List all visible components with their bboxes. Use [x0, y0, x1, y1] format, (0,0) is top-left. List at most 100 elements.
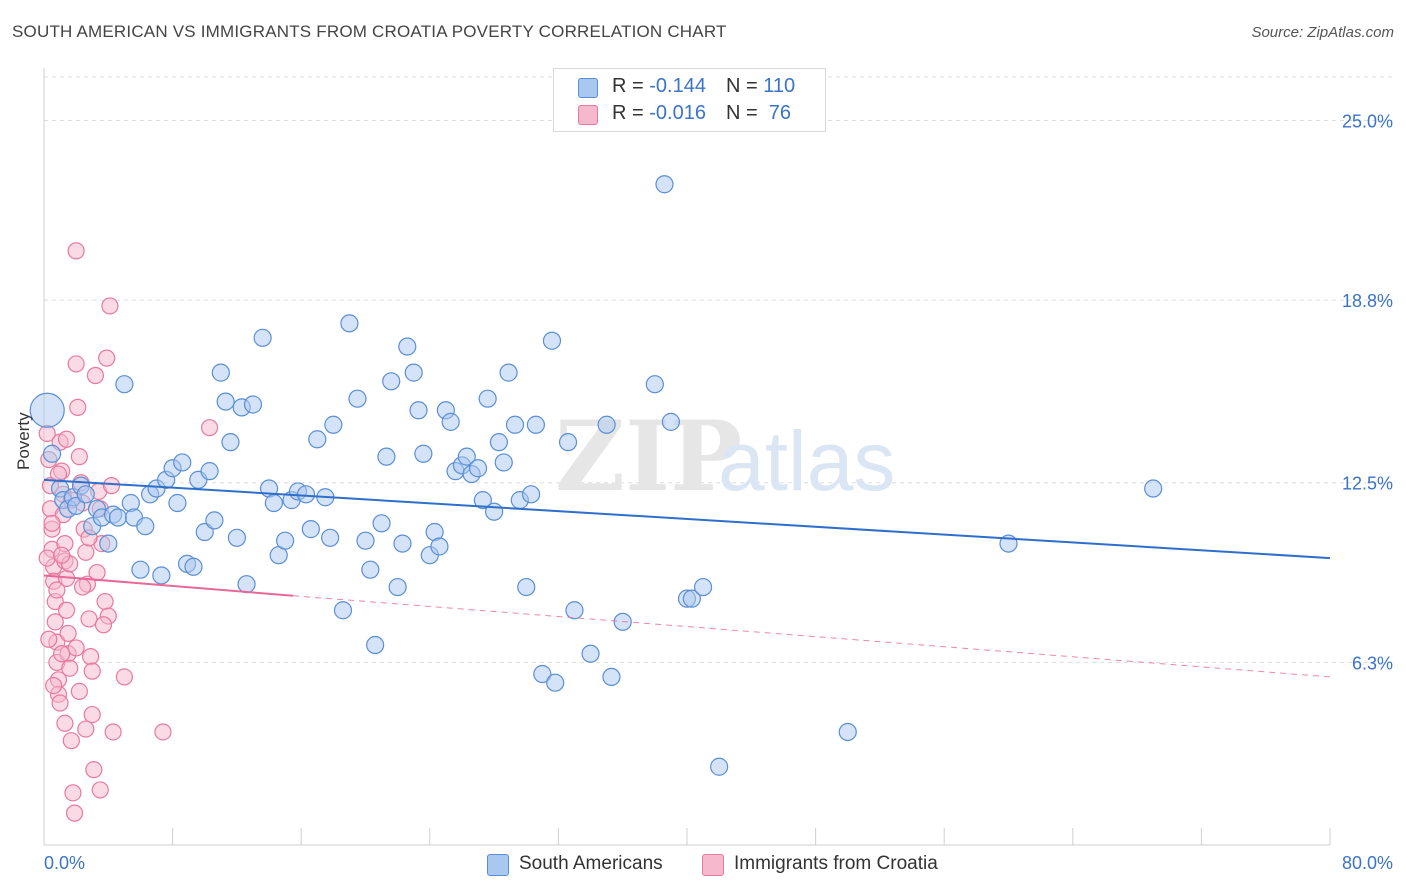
- south-american-point: [409, 401, 428, 420]
- y-tick-label: 6.3%: [1352, 653, 1393, 673]
- south-american-point: [99, 534, 118, 553]
- south-american-point: [42, 444, 62, 463]
- south-american-point: [115, 375, 134, 394]
- croatia-point: [70, 448, 88, 466]
- south-american-point: [1144, 479, 1163, 498]
- south-american-point: [489, 433, 509, 452]
- croatia-point: [62, 732, 80, 750]
- south-american-point: [581, 644, 600, 663]
- tick-labels: 6.3% 12.5% 18.8% 25.0% 0.0% 80.0%: [44, 111, 1393, 873]
- trend-south-americans: [43, 478, 1331, 560]
- croatia-point: [40, 630, 58, 648]
- n-label: N =: [725, 102, 764, 124]
- south-american-point: [441, 412, 460, 431]
- south-american-point: [838, 722, 857, 742]
- croatia-point: [57, 601, 76, 619]
- grid-lines: [44, 76, 1392, 663]
- south-american-point: [533, 664, 552, 684]
- south-american-point: [546, 673, 565, 692]
- croatia-point: [67, 355, 85, 373]
- croatia-point: [53, 546, 71, 564]
- south-american-point: [152, 566, 171, 585]
- croatia-point: [77, 720, 95, 738]
- south-american-point: [356, 531, 375, 550]
- croatia-point: [104, 723, 122, 741]
- south-american-point: [372, 514, 391, 533]
- south-american-point: [205, 511, 224, 530]
- south-american-point: [655, 175, 674, 194]
- south-american-point: [645, 375, 664, 394]
- legend-label: Immigrants from Croatia: [734, 853, 938, 874]
- south-american-point: [227, 528, 246, 547]
- south-american-point: [243, 395, 263, 414]
- south-american-point: [264, 493, 283, 513]
- south-american-point: [361, 560, 380, 579]
- croatia-point: [57, 430, 76, 448]
- south-american-point: [473, 491, 492, 510]
- south-american-point: [200, 462, 219, 481]
- south-american-point: [478, 389, 497, 408]
- blue-swatch: [487, 854, 509, 876]
- south-american-point: [301, 520, 320, 539]
- south-american-point: [168, 493, 187, 513]
- croatia-point: [43, 514, 61, 532]
- south-american-point: [29, 392, 65, 428]
- source-label: Source: ZipAtlas.com: [1251, 24, 1394, 41]
- croatia-point: [67, 639, 85, 657]
- croatia-point: [45, 677, 63, 695]
- croatia-point: [38, 549, 56, 567]
- croatia-point: [65, 804, 84, 822]
- south-american-point: [693, 577, 713, 597]
- south-american-point: [505, 415, 525, 434]
- croatia-point: [82, 648, 100, 666]
- pink-swatch: [702, 854, 724, 876]
- croatia-point: [101, 297, 119, 315]
- croatia-point: [59, 624, 77, 643]
- south-american-point: [253, 328, 272, 347]
- croatia-point: [83, 705, 101, 724]
- south-american-point: [542, 331, 562, 350]
- south-american-point: [340, 314, 359, 333]
- r-value: -0.144: [649, 75, 706, 97]
- south-american-point: [388, 577, 407, 597]
- croatia-point: [61, 659, 79, 677]
- south-american-point: [296, 485, 316, 504]
- trend-lines: [43, 478, 1331, 678]
- croatia-point: [67, 242, 85, 260]
- south-american-point: [517, 577, 536, 597]
- croatia-point: [96, 592, 114, 611]
- croatia-point: [48, 581, 66, 599]
- south-american-point: [558, 433, 578, 452]
- n-label: N =: [725, 75, 764, 97]
- x-tick-label: 0.0%: [44, 853, 85, 873]
- series-croatia-points: [38, 242, 219, 822]
- south-american-point: [237, 575, 256, 594]
- south-american-point: [430, 537, 449, 556]
- croatia-point: [94, 616, 113, 634]
- croatia-point: [85, 761, 103, 779]
- n-value: 110: [763, 75, 796, 97]
- blue-swatch: [578, 78, 598, 98]
- pink-swatch: [578, 105, 598, 125]
- trend-croatia-solid: [43, 574, 294, 597]
- watermark-zip: ZIP: [555, 400, 742, 513]
- south-american-point: [195, 522, 214, 542]
- south-american-point: [333, 601, 353, 620]
- south-american-point: [321, 528, 340, 547]
- croatia-point: [64, 784, 82, 802]
- south-american-point: [108, 508, 128, 527]
- south-american-point: [602, 667, 621, 687]
- south-american-point: [276, 531, 295, 550]
- south-american-point: [682, 589, 701, 608]
- south-american-point: [414, 444, 433, 463]
- south-american-point: [366, 635, 385, 655]
- r-label: R =: [612, 102, 650, 124]
- y-tick-label: 25.0%: [1342, 111, 1393, 131]
- r-value: -0.016: [649, 102, 706, 124]
- y-tick-label: 12.5%: [1342, 474, 1393, 494]
- south-american-point: [136, 517, 155, 536]
- croatia-point: [83, 662, 101, 680]
- south-american-point: [221, 433, 240, 452]
- south-american-point: [499, 363, 518, 382]
